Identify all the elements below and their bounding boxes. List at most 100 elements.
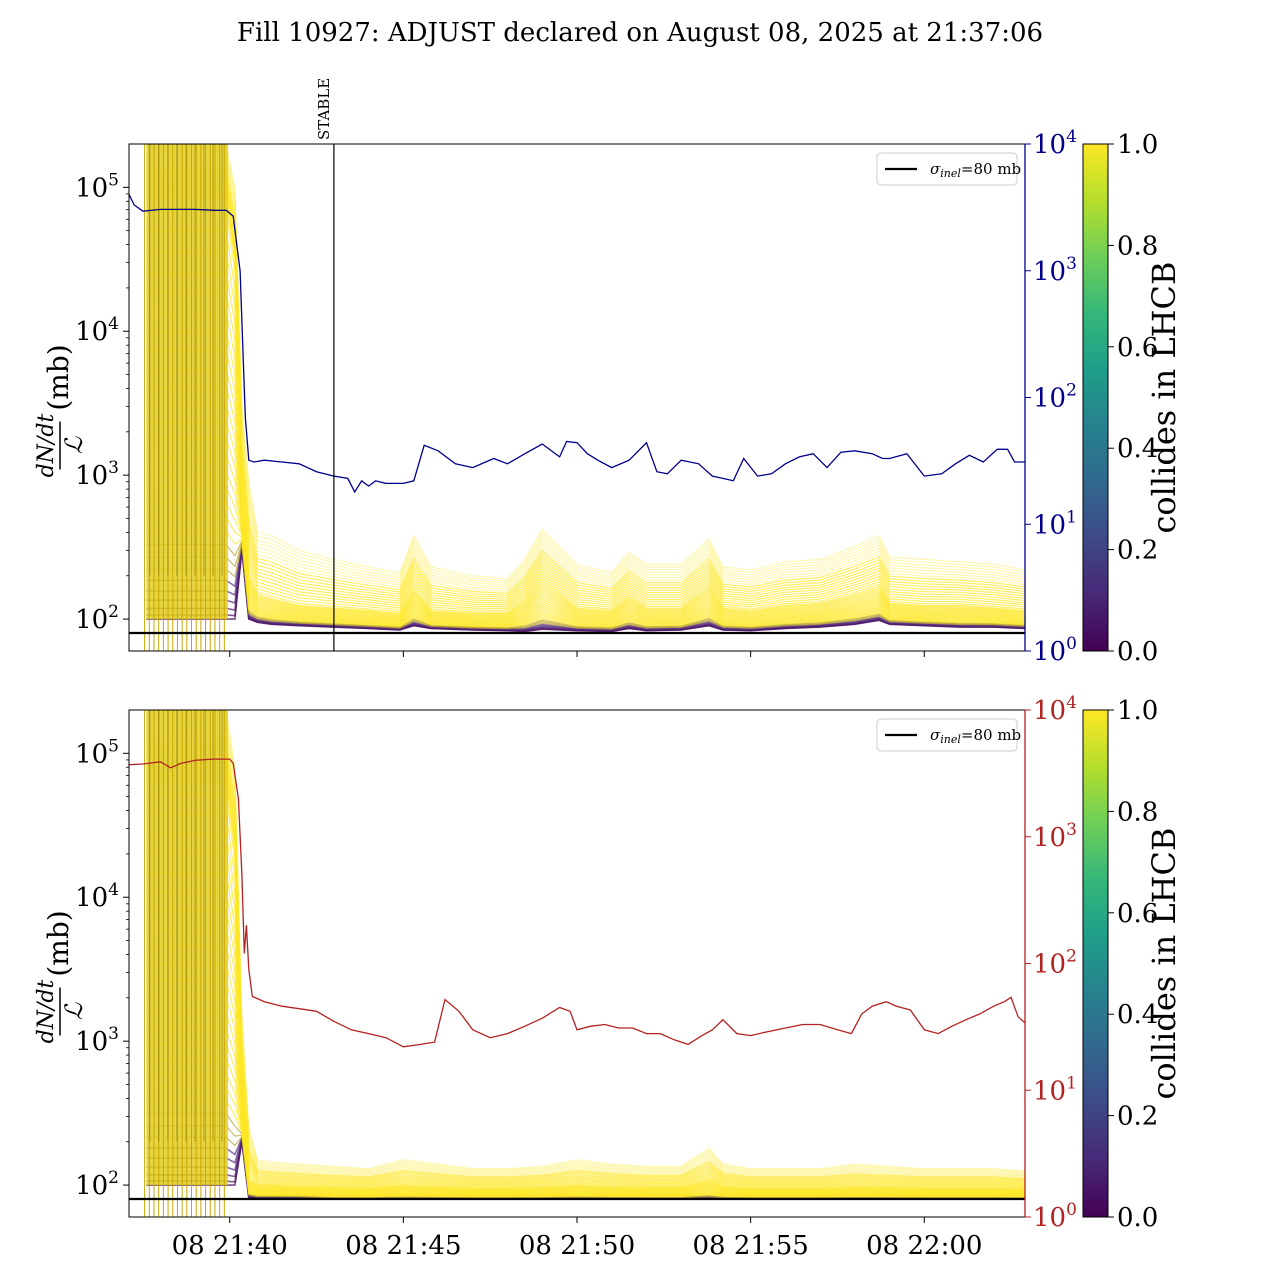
right-axis-series-line bbox=[129, 758, 1025, 1048]
legend-box bbox=[876, 718, 1018, 752]
trace-line bbox=[146, 167, 1025, 595]
y-tick-label: 102 bbox=[75, 1168, 119, 1201]
chart-panel-bottom: 102 103 104 105 100 101 102 103 104 08 21:40 08 21… bbox=[34, 693, 1077, 1261]
right-y-tick-label: 104 bbox=[1033, 127, 1077, 160]
trace-line bbox=[146, 710, 1025, 1172]
colorbar-tick-label: 0.8 bbox=[1117, 231, 1158, 261]
right-y-tick-label: 100 bbox=[1033, 634, 1077, 667]
trace-line bbox=[146, 174, 1025, 598]
trace-line bbox=[146, 439, 1025, 624]
trace-line bbox=[146, 749, 1025, 1182]
y-axis-label: dN/dt ℒ (mb) bbox=[34, 910, 88, 1043]
y-tick-label: 103 bbox=[75, 458, 119, 491]
trace-line bbox=[146, 833, 1025, 1191]
trace-line bbox=[146, 209, 1025, 615]
right-y-tick-label: 103 bbox=[1033, 820, 1077, 853]
trace-line bbox=[146, 331, 1025, 620]
colorbar-tick-label: 0.4 bbox=[1117, 1000, 1158, 1030]
colorbar-tick-label: 0.4 bbox=[1117, 434, 1158, 464]
trace-line bbox=[146, 736, 1025, 1179]
colorbar-gradient bbox=[1082, 143, 1109, 652]
plot-area bbox=[129, 144, 1025, 651]
stable-marker-label: STABLE bbox=[315, 78, 333, 140]
trace-line bbox=[146, 230, 1025, 616]
legend-box bbox=[876, 152, 1018, 186]
trace-line bbox=[146, 538, 1025, 629]
colorbar: 0.0 0.2 0.4 0.6 0.8 1.0 collides in LHCB bbox=[1082, 696, 1183, 1233]
right-y-tick-label: 101 bbox=[1033, 1073, 1077, 1106]
colorbar-tick-label: 0.2 bbox=[1117, 1102, 1158, 1132]
trace-line bbox=[146, 543, 1025, 630]
y-label-numerator: dN/dt bbox=[34, 980, 59, 1044]
trace-line bbox=[146, 404, 1025, 623]
trace-line bbox=[146, 753, 1025, 1183]
trace-line bbox=[146, 793, 1025, 1190]
trace-line bbox=[146, 927, 1025, 1194]
trace-line bbox=[146, 368, 1025, 621]
trace-line bbox=[146, 183, 1025, 604]
colorbar-tick-label: 1.0 bbox=[1117, 696, 1158, 726]
trace-line bbox=[146, 732, 1025, 1178]
trace-line bbox=[146, 516, 1025, 628]
trace-line bbox=[146, 190, 1025, 608]
trace-line bbox=[146, 196, 1025, 611]
trace-line bbox=[146, 770, 1025, 1187]
trace-line bbox=[146, 164, 1025, 593]
trace-line bbox=[146, 153, 1025, 586]
trace-line bbox=[146, 542, 1025, 630]
y-label-unit: (mb) bbox=[42, 344, 75, 410]
trace-line bbox=[146, 745, 1025, 1181]
trace-line bbox=[146, 962, 1025, 1194]
trace-line bbox=[146, 714, 1025, 1173]
trace-line bbox=[146, 718, 1025, 1174]
trace-line bbox=[146, 774, 1025, 1188]
trace-line bbox=[146, 311, 1025, 619]
trace-line bbox=[146, 852, 1025, 1192]
colorbar-tick-label: 1.0 bbox=[1117, 130, 1158, 160]
y-label-numerator: dN/dt bbox=[34, 414, 59, 478]
colorbar-tick-label: 0.6 bbox=[1117, 899, 1158, 929]
legend-label: σinel=80 mb bbox=[930, 726, 1021, 746]
colorbar-tick-label: 0.8 bbox=[1117, 797, 1158, 827]
trace-line bbox=[146, 727, 1025, 1177]
right-y-tick-label: 102 bbox=[1033, 947, 1077, 980]
trace-line bbox=[146, 170, 1025, 596]
trace-line bbox=[146, 545, 1025, 631]
x-tick-label: 08 22:00 bbox=[866, 1231, 982, 1261]
y-label-denominator: ℒ bbox=[60, 1002, 88, 1020]
trace-line bbox=[146, 146, 1025, 582]
y-label-unit: (mb) bbox=[42, 910, 75, 976]
trace-line bbox=[146, 291, 1025, 618]
trace-line bbox=[146, 778, 1025, 1189]
trace-line bbox=[146, 723, 1025, 1175]
plot-area bbox=[129, 710, 1025, 1217]
trace-line bbox=[146, 782, 1025, 1189]
trace-line bbox=[146, 422, 1025, 624]
right-y-tick-label: 104 bbox=[1033, 693, 1077, 726]
chart-title: Fill 10927: ADJUST declared on August 08… bbox=[236, 18, 1044, 48]
trace-line bbox=[146, 193, 1025, 610]
trace-band bbox=[144, 710, 1025, 1217]
trace-line bbox=[146, 144, 1025, 580]
chart-panel-top: STABLE 102 103 104 105 100 101 102 103 104 dN/dt ℒ (… bbox=[34, 78, 1077, 667]
trace-line bbox=[146, 890, 1025, 1193]
y-tick-label: 105 bbox=[75, 170, 119, 203]
y-tick-label: 104 bbox=[75, 314, 119, 347]
right-axis-series-line bbox=[129, 194, 1025, 494]
x-tick-label: 08 21:45 bbox=[345, 1231, 461, 1261]
trace-line bbox=[146, 186, 1025, 606]
y-tick-label: 104 bbox=[75, 880, 119, 913]
trace-line bbox=[146, 160, 1025, 590]
trace-line bbox=[146, 487, 1025, 626]
trace-line bbox=[146, 909, 1025, 1193]
trace-line bbox=[146, 180, 1025, 602]
x-tick-label: 08 21:55 bbox=[693, 1231, 809, 1261]
legend: σinel=80 mb bbox=[876, 152, 1021, 186]
colorbar-tick-label: 0.0 bbox=[1117, 1203, 1158, 1233]
right-y-tick-label: 103 bbox=[1033, 254, 1077, 287]
y-tick-label: 103 bbox=[75, 1024, 119, 1057]
trace-line bbox=[146, 455, 1025, 625]
y-tick-label: 102 bbox=[75, 602, 119, 635]
trace-line bbox=[146, 177, 1025, 600]
